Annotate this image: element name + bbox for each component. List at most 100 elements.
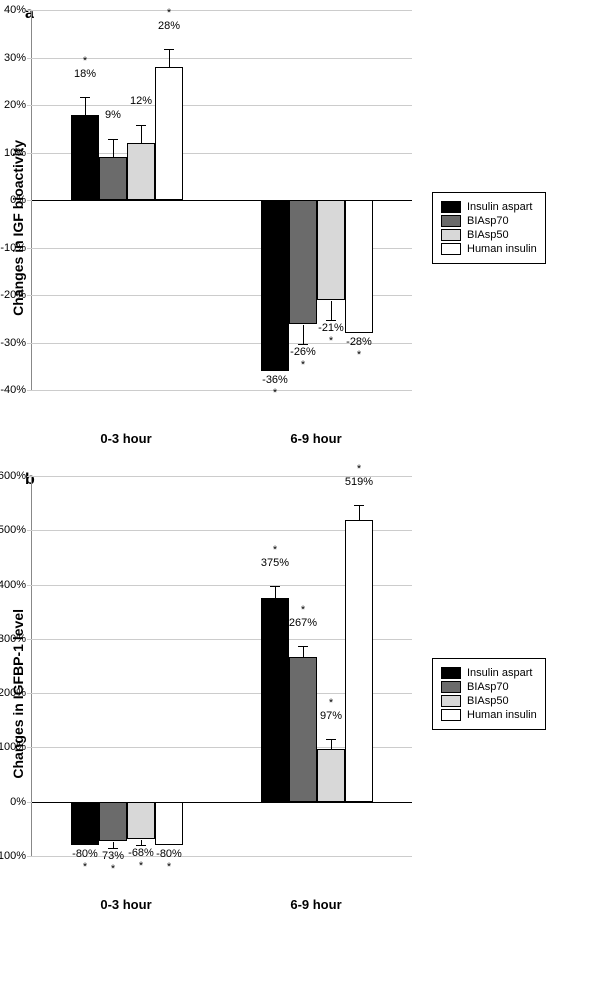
bar: -26%*	[289, 200, 317, 324]
bar: *18%	[71, 115, 99, 201]
x-axis-label: 0-3 hour	[100, 897, 151, 912]
y-tick-label: 40%	[4, 4, 32, 16]
sig-star: *	[329, 349, 389, 362]
legend-label: Human insulin	[467, 709, 537, 721]
sig-star: *	[245, 387, 305, 400]
legend-swatch	[441, 215, 461, 227]
x-axis-label: 6-9 hour	[290, 431, 341, 446]
bar: 12%	[127, 143, 155, 200]
y-tick-label: 30%	[4, 52, 32, 64]
bar: -68%*	[127, 802, 155, 839]
bar: *267%	[289, 657, 317, 802]
error-bar	[331, 739, 332, 750]
legend-swatch	[441, 695, 461, 707]
error-cap	[298, 646, 308, 647]
bar: -80%*	[155, 802, 183, 845]
bar: 73%*	[99, 802, 127, 842]
gridline	[27, 390, 412, 391]
x-labels: 0-3 hour 6-9 hour	[31, 431, 411, 446]
bar-value-label: 18%	[55, 68, 115, 81]
bar: *97%	[317, 749, 345, 802]
plot-area: -40%-30%-20%-10%0%10%20%30%40%*18%9%12%*…	[31, 10, 412, 391]
bar-annotation: 9%	[83, 109, 143, 122]
error-bar	[331, 301, 332, 320]
bar: *28%	[155, 67, 183, 200]
error-bar	[303, 646, 304, 658]
legend-item: Insulin aspart	[441, 201, 537, 213]
bar-annotation: *28%	[139, 7, 199, 33]
bar-annotation: *18%	[55, 55, 115, 81]
y-tick-label: -10%	[0, 242, 32, 254]
error-cap	[326, 739, 336, 740]
bar-value-label: -28%	[329, 336, 389, 349]
bar: -80%*	[71, 802, 99, 845]
y-tick-label: 100%	[0, 741, 32, 753]
legend: Insulin aspart BIAsp70 BIAsp50 Human insuli…	[432, 658, 546, 730]
bar-annotation: -28%*	[329, 336, 389, 362]
x-axis-label: 0-3 hour	[100, 431, 151, 446]
sig-star: *	[273, 359, 333, 372]
legend-item: BIAsp50	[441, 229, 537, 241]
legend-swatch	[441, 229, 461, 241]
bar-value-label: 267%	[273, 617, 333, 630]
bar-value-label: -80%	[139, 848, 199, 861]
bar: -28%*	[345, 200, 373, 333]
bar-annotation: *375%	[245, 544, 305, 570]
legend-item: Insulin aspart	[441, 667, 537, 679]
legend-item: BIAsp50	[441, 695, 537, 707]
chart-panel-a: aChanges in IGF bioactivity-40%-30%-20%-…	[10, 10, 590, 446]
y-tick-label: 0%	[10, 796, 32, 808]
error-cap	[108, 139, 118, 140]
y-tick-label: 600%	[0, 470, 32, 482]
error-cap	[80, 97, 90, 98]
bar-annotation: -80%*	[139, 848, 199, 874]
bar-annotation: -36%*	[245, 374, 305, 400]
sig-star: *	[273, 604, 333, 617]
x-labels: 0-3 hour 6-9 hour	[31, 897, 411, 912]
legend: Insulin aspart BIAsp70 BIAsp50 Human insuli…	[432, 192, 546, 264]
y-tick-label: 20%	[4, 99, 32, 111]
y-tick-label: -20%	[0, 289, 32, 301]
legend-label: BIAsp70	[467, 681, 509, 693]
legend-item: Human insulin	[441, 243, 537, 255]
y-tick-label: -100%	[0, 850, 32, 862]
sig-star: *	[139, 861, 199, 874]
y-tick-label: 0%	[10, 194, 32, 206]
bar-value-label: 519%	[329, 476, 389, 489]
legend-label: Human insulin	[467, 243, 537, 255]
legend-item: BIAsp70	[441, 681, 537, 693]
error-cap	[326, 320, 336, 321]
bar-value-label: 9%	[83, 109, 143, 122]
error-bar	[275, 586, 276, 600]
sig-star: *	[55, 55, 115, 68]
bar-value-label: -36%	[245, 374, 305, 387]
legend-item: BIAsp70	[441, 215, 537, 227]
y-tick-label: -40%	[0, 384, 32, 396]
error-bar	[169, 49, 170, 68]
y-tick-label: 200%	[0, 687, 32, 699]
bar-value-label: 375%	[245, 557, 305, 570]
legend-label: Insulin aspart	[467, 667, 532, 679]
legend-swatch	[441, 243, 461, 255]
chart-panel-b: bChanges in IGFBP-1 level-100%0%100%200%…	[10, 476, 590, 912]
legend-swatch	[441, 709, 461, 721]
legend-swatch	[441, 201, 461, 213]
bar-annotation: *267%	[273, 604, 333, 630]
legend-label: BIAsp50	[467, 229, 509, 241]
legend-swatch	[441, 681, 461, 693]
plot-area: -100%0%100%200%300%400%500%600%-80%*73%*…	[31, 476, 412, 857]
y-tick-label: 500%	[0, 524, 32, 536]
x-axis-label: 6-9 hour	[290, 897, 341, 912]
sig-star: *	[245, 544, 305, 557]
sig-star: *	[329, 463, 389, 476]
legend-label: Insulin aspart	[467, 201, 532, 213]
error-cap	[136, 845, 146, 846]
y-tick-label: -30%	[0, 337, 32, 349]
error-bar	[359, 505, 360, 521]
bar: 9%	[99, 157, 127, 200]
legend-label: BIAsp50	[467, 695, 509, 707]
error-cap	[136, 125, 146, 126]
bars-container: -80%*73%*-68%*-80%**375%*267%*97%*519%	[32, 476, 412, 856]
error-cap	[354, 505, 364, 506]
legend-item: Human insulin	[441, 709, 537, 721]
